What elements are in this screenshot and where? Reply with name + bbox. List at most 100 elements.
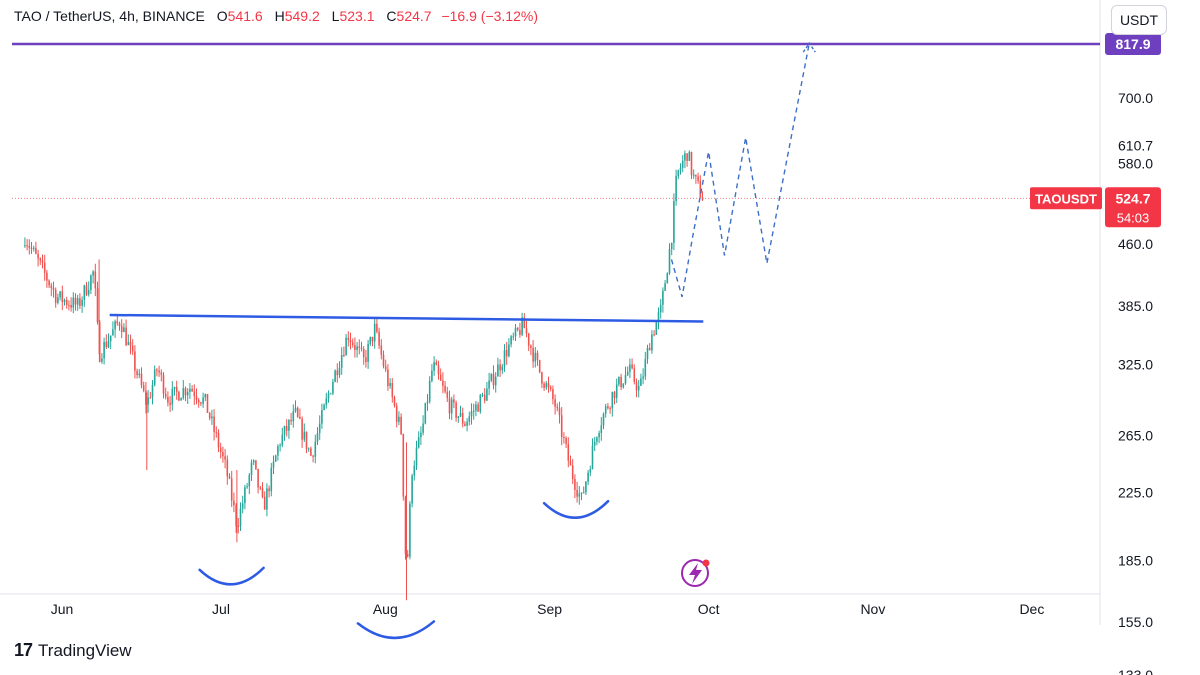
candle-body — [543, 383, 545, 388]
candle-body — [589, 469, 592, 473]
candle-body — [54, 289, 57, 303]
candle-body — [237, 525, 240, 527]
candle-body — [600, 425, 603, 434]
y-tick-label: 155.0 — [1118, 614, 1153, 630]
candle-body — [631, 364, 633, 369]
lightning-icon — [681, 559, 709, 587]
candle-body — [633, 368, 636, 382]
chart-header: TAO / TetherUS, 4h, BINANCE O541.6 H549.… — [14, 8, 538, 24]
candle-body — [145, 390, 147, 405]
candle-body — [197, 399, 200, 403]
open-label: O — [216, 8, 228, 24]
candle-body — [334, 370, 336, 382]
candle-body — [602, 413, 605, 426]
candle-body — [554, 399, 556, 407]
candle-body — [230, 478, 233, 501]
candle-body — [180, 398, 182, 401]
candle-body — [384, 366, 387, 370]
candle-body — [626, 371, 629, 376]
candle-body — [662, 290, 664, 305]
candle-body — [648, 347, 651, 351]
candle-body — [241, 503, 244, 509]
candle-body — [395, 405, 398, 422]
high-label: H — [274, 8, 285, 24]
candle-body — [285, 426, 288, 431]
candle-body — [574, 479, 576, 490]
candle-body — [318, 423, 321, 434]
candle-body — [688, 152, 691, 161]
candle-body — [402, 434, 405, 497]
candle-body — [32, 247, 35, 249]
candle-body — [453, 399, 455, 403]
candle-body — [637, 385, 640, 391]
candle-body — [162, 374, 165, 394]
candle-body — [114, 321, 116, 330]
candle-body — [72, 297, 75, 308]
candle-body — [351, 342, 354, 345]
candle-body — [367, 343, 369, 362]
candle-body — [175, 386, 178, 392]
candle-body — [620, 376, 622, 388]
lightning-bolt-glyph — [689, 563, 702, 584]
candle-body — [527, 333, 530, 346]
candle-body — [356, 346, 358, 350]
candle-body — [182, 388, 185, 399]
candle-body — [349, 339, 352, 343]
candle-body — [270, 467, 273, 492]
candle-body — [580, 492, 583, 494]
candle-body — [508, 344, 510, 357]
candle-body — [477, 404, 479, 412]
candle-body — [437, 365, 440, 375]
candle-body — [569, 460, 572, 466]
candle-body — [65, 299, 68, 305]
candle-body — [343, 354, 345, 356]
candle-body — [224, 456, 226, 460]
candle-body — [545, 383, 548, 388]
candle-body — [472, 410, 475, 412]
candle-body — [593, 441, 596, 446]
candle-body — [422, 423, 424, 433]
brand-name: TradingView — [38, 640, 132, 660]
candle-body — [420, 432, 422, 438]
candle-body — [208, 412, 211, 419]
candle-body — [266, 488, 268, 510]
candle-body — [290, 419, 292, 422]
candle-body — [611, 391, 614, 409]
candle-body — [567, 443, 570, 461]
neckline — [109, 313, 704, 323]
candle-body — [323, 404, 325, 410]
trough-arc — [198, 566, 265, 586]
candle-body — [43, 262, 46, 273]
candle-body — [35, 247, 37, 254]
tradingview-brand[interactable]: 17 TradingView — [14, 640, 132, 661]
candle-body — [389, 383, 391, 387]
candle-body — [413, 465, 416, 476]
candle-body — [50, 285, 53, 288]
x-tick-label: Aug — [373, 601, 398, 617]
candle-body — [279, 445, 281, 447]
trough-arc — [356, 620, 436, 640]
candle-body — [457, 416, 460, 418]
candle-body — [587, 472, 589, 482]
candle-body — [510, 336, 512, 345]
currency-button[interactable]: USDT — [1111, 5, 1167, 35]
y-tick-label: 610.7 — [1118, 138, 1153, 154]
candle-body — [426, 401, 429, 404]
candle-body — [461, 412, 464, 424]
candle-body — [549, 386, 552, 390]
candle-body — [127, 341, 130, 346]
candle-body — [68, 304, 70, 306]
candle-body — [503, 349, 506, 367]
candle-body — [200, 402, 202, 404]
candle-body — [673, 200, 675, 243]
candle-body — [659, 304, 662, 313]
candle-body — [468, 416, 471, 422]
candle-body — [475, 404, 477, 411]
candle-body — [494, 376, 497, 386]
candle-body — [193, 391, 196, 397]
symbol-title[interactable]: TAO / TetherUS, 4h, BINANCE — [14, 8, 205, 24]
candle-body — [358, 346, 361, 348]
candle-body — [178, 391, 180, 401]
candle-body — [112, 329, 114, 336]
